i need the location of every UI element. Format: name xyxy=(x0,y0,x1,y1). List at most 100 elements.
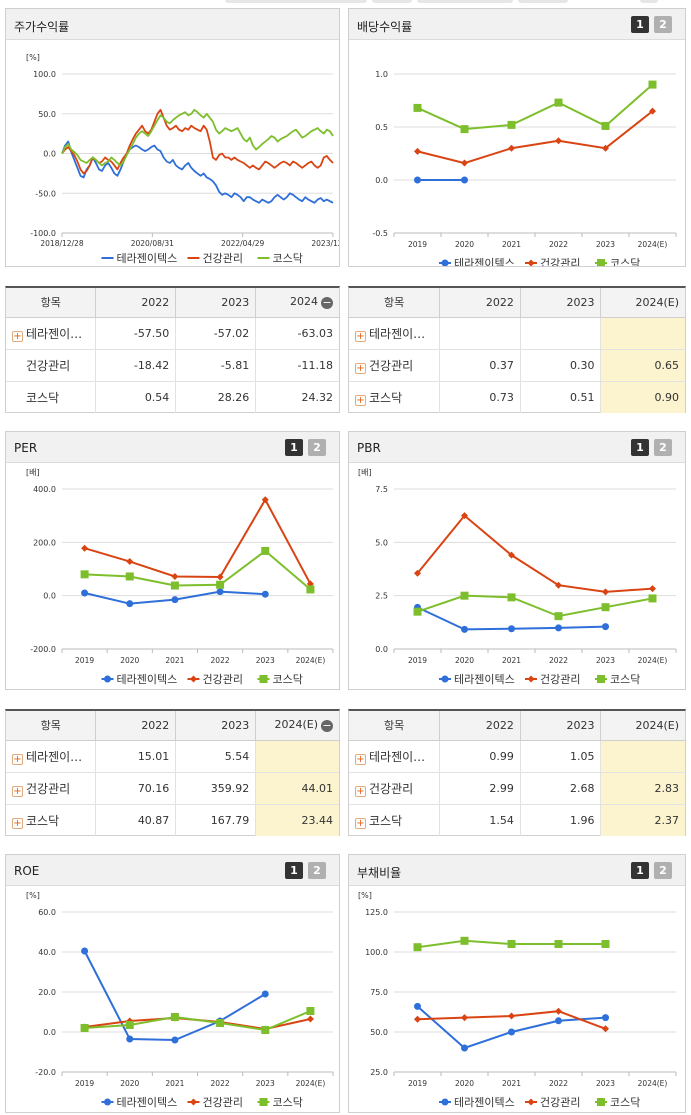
expand-plus-icon[interactable]: + xyxy=(12,785,23,797)
row-name-cell[interactable]: + 테라젠이… xyxy=(349,740,441,773)
collapse-icon[interactable]: − xyxy=(321,296,333,310)
y-tick-label: 50.0 xyxy=(38,110,56,119)
data-point-s1 xyxy=(126,600,134,608)
expand-plus-icon[interactable]: + xyxy=(355,394,366,406)
legend-item-s3[interactable]: 코스닥 xyxy=(257,673,303,686)
page-2-button[interactable]: 2 xyxy=(308,862,326,879)
row-name-cell[interactable]: 코스닥 xyxy=(6,381,97,413)
value-cell: 167.79 xyxy=(175,804,257,836)
page-2-button[interactable]: 2 xyxy=(654,862,672,879)
value-cell: -18.42 xyxy=(95,349,177,382)
expand-plus-icon[interactable]: + xyxy=(12,753,23,765)
row-name-cell[interactable]: + 테라젠이… xyxy=(349,317,441,350)
legend-item-s2[interactable]: 건강관리 xyxy=(525,257,580,266)
page-2-button[interactable]: 2 xyxy=(654,16,672,33)
row-name-cell[interactable]: + 건강관리 xyxy=(6,772,97,805)
header-year: 2022 xyxy=(95,288,177,318)
legend-item-s2[interactable]: 건강관리 xyxy=(525,673,580,686)
page-2-button[interactable]: 2 xyxy=(654,439,672,456)
top-tab-3[interactable] xyxy=(417,0,513,3)
per-chart-header: PER 1 2 xyxy=(6,432,339,463)
legend-item-s3[interactable]: 코스닥 xyxy=(595,1096,640,1109)
row-name-cell[interactable]: + 건강관리 xyxy=(349,349,441,382)
legend-item-s1[interactable]: 테라젠이텍스 xyxy=(439,1096,515,1109)
y-tick-label: 400.0 xyxy=(33,485,56,494)
expand-plus-icon[interactable]: + xyxy=(12,817,23,829)
legend-item-s3[interactable]: 코스닥 xyxy=(595,257,640,266)
legend-marker xyxy=(441,675,449,683)
legend-item-s1[interactable]: 테라젠이텍스 xyxy=(439,673,515,686)
y-tick-label: 2.5 xyxy=(375,592,388,601)
header-label: 2023 xyxy=(221,295,250,309)
data-point-s3 xyxy=(601,603,610,612)
series-line-s3 xyxy=(417,594,653,618)
value-cell: -57.02 xyxy=(175,317,257,350)
legend-item-s3[interactable]: 코스닥 xyxy=(595,673,640,686)
row-name-cell[interactable]: + 건강관리 xyxy=(349,772,441,805)
x-tick-label: 2022 xyxy=(211,1079,230,1088)
expand-plus-icon[interactable]: + xyxy=(355,817,366,829)
expand-plus-icon[interactable]: + xyxy=(355,330,366,342)
page-1-button[interactable]: 1 xyxy=(631,439,649,456)
row-name-cell[interactable]: 건강관리 xyxy=(6,349,97,382)
page-1-button[interactable]: 1 xyxy=(285,862,303,879)
legend-label: 테라젠이텍스 xyxy=(117,252,178,265)
value-cell: 0.30 xyxy=(520,349,602,382)
header-year: 2024(E) − xyxy=(255,711,339,741)
top-tab-1[interactable] xyxy=(225,0,367,3)
legend-item-s2[interactable]: 건강관리 xyxy=(187,252,243,265)
header-label: 항목 xyxy=(40,296,61,310)
page-2-button[interactable]: 2 xyxy=(308,439,326,456)
table-row: 건강관리 -18.42 -5.81 -11.18 xyxy=(6,349,339,382)
header-label: 2024(E) xyxy=(635,295,679,309)
legend-label: 코스닥 xyxy=(610,673,640,686)
legend-item-s1[interactable]: 테라젠이텍스 xyxy=(439,257,515,266)
data-point-s2 xyxy=(414,147,421,155)
legend-item-s1[interactable]: 테라젠이텍스 xyxy=(101,252,178,265)
table-row: + 코스닥 0.73 0.51 0.90 xyxy=(349,381,685,413)
legend-item-s2[interactable]: 건강관리 xyxy=(525,1096,580,1109)
expand-plus-icon[interactable]: + xyxy=(355,362,366,374)
legend-item-s3[interactable]: 코스닥 xyxy=(257,1096,303,1109)
legend-item-s1[interactable]: 테라젠이텍스 xyxy=(101,1096,178,1109)
row-name-cell[interactable]: + 코스닥 xyxy=(349,804,441,836)
data-point-s2 xyxy=(602,144,609,152)
per-chart: [배] 400.0 200.0 0.0 -200.0 2019 2020 2021 2022 20… xyxy=(26,468,334,686)
x-tick-label: 2021 xyxy=(502,240,521,249)
top-tab-2[interactable] xyxy=(372,0,412,3)
legend-item-s2[interactable]: 건강관리 xyxy=(187,673,243,686)
table-row: + 테라젠이… 0.99 1.05 xyxy=(349,740,685,773)
table-row: + 건강관리 2.99 2.68 2.83 xyxy=(349,772,685,805)
row-name-cell[interactable]: + 테라젠이… xyxy=(6,317,97,350)
pbr-table: 항목 2022 2023 2024(E) + 테라젠이… 0.99 1.05 + 건강관리 2.99… xyxy=(348,709,686,836)
expand-plus-icon[interactable]: + xyxy=(355,753,366,765)
expand-plus-icon[interactable]: + xyxy=(12,330,23,342)
row-name-cell[interactable]: + 테라젠이… xyxy=(6,740,97,773)
data-point-s1 xyxy=(461,625,468,633)
legend-marker xyxy=(527,259,535,266)
legend-item-s2[interactable]: 건강관리 xyxy=(187,1096,243,1109)
header-label: 2023 xyxy=(566,718,595,732)
x-tick-label: 2019 xyxy=(75,1079,94,1088)
row-name-cell[interactable]: + 코스닥 xyxy=(6,804,97,836)
collapse-icon[interactable]: − xyxy=(321,719,333,733)
value-cell: 0.37 xyxy=(439,349,521,382)
row-name: 코스닥 xyxy=(369,813,403,828)
legend-item-s3[interactable]: 코스닥 xyxy=(257,252,303,265)
data-point-s2 xyxy=(461,159,468,167)
top-tab-5[interactable] xyxy=(640,0,658,3)
page-1-button[interactable]: 1 xyxy=(631,862,649,879)
legend-item-s1[interactable]: 테라젠이텍스 xyxy=(101,673,178,686)
expand-plus-icon[interactable]: + xyxy=(355,785,366,797)
page-1-button[interactable]: 1 xyxy=(631,16,649,33)
page-1-button[interactable]: 1 xyxy=(285,439,303,456)
header-label: 항목 xyxy=(40,719,61,733)
x-tick-label: 2020/08/31 xyxy=(131,239,174,248)
y-unit-label: [배] xyxy=(358,468,372,477)
row-name-cell[interactable]: + 코스닥 xyxy=(349,381,441,413)
x-tick-label: 2023 xyxy=(596,656,615,665)
x-tick-label: 2024(E) xyxy=(638,240,668,249)
data-point-s2 xyxy=(306,1015,314,1023)
legend-marker xyxy=(190,1098,197,1106)
top-tab-4[interactable] xyxy=(518,0,568,3)
